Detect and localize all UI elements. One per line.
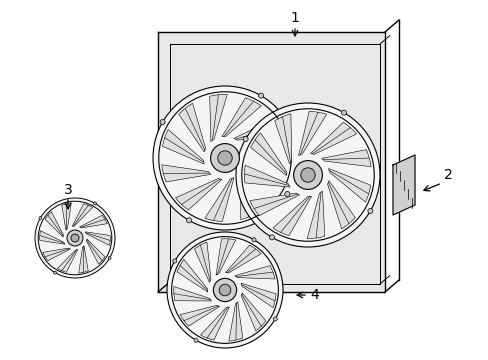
- Polygon shape: [274, 114, 291, 164]
- Polygon shape: [173, 287, 211, 301]
- Polygon shape: [228, 302, 242, 341]
- Ellipse shape: [71, 234, 79, 242]
- Polygon shape: [249, 193, 299, 216]
- Polygon shape: [177, 260, 207, 292]
- Ellipse shape: [219, 284, 230, 296]
- Ellipse shape: [160, 120, 165, 125]
- Text: 3: 3: [63, 183, 72, 197]
- Polygon shape: [209, 94, 227, 142]
- Polygon shape: [310, 122, 356, 154]
- Polygon shape: [321, 150, 370, 167]
- Polygon shape: [80, 215, 107, 228]
- Polygon shape: [244, 165, 289, 187]
- Ellipse shape: [341, 110, 346, 115]
- Ellipse shape: [213, 278, 236, 302]
- Polygon shape: [45, 212, 63, 237]
- Ellipse shape: [35, 198, 115, 278]
- Polygon shape: [85, 232, 110, 246]
- Polygon shape: [179, 103, 205, 152]
- Polygon shape: [86, 239, 105, 264]
- Text: 1: 1: [290, 11, 299, 25]
- Polygon shape: [72, 204, 92, 226]
- Polygon shape: [200, 307, 229, 340]
- Ellipse shape: [293, 161, 322, 189]
- Ellipse shape: [210, 144, 239, 172]
- Ellipse shape: [269, 235, 274, 240]
- Text: 4: 4: [310, 288, 319, 302]
- Ellipse shape: [54, 271, 56, 274]
- Polygon shape: [222, 98, 261, 136]
- Polygon shape: [243, 146, 288, 169]
- Polygon shape: [194, 242, 210, 282]
- Ellipse shape: [172, 259, 177, 263]
- Ellipse shape: [39, 217, 41, 219]
- Polygon shape: [328, 168, 370, 202]
- Ellipse shape: [236, 103, 379, 247]
- Polygon shape: [241, 283, 276, 308]
- Polygon shape: [162, 130, 204, 164]
- Polygon shape: [162, 165, 210, 182]
- Polygon shape: [40, 231, 64, 244]
- Polygon shape: [241, 293, 265, 331]
- Polygon shape: [272, 196, 311, 236]
- Polygon shape: [298, 112, 326, 156]
- Ellipse shape: [186, 218, 191, 223]
- Polygon shape: [327, 181, 354, 229]
- Ellipse shape: [284, 192, 289, 197]
- Ellipse shape: [153, 86, 296, 230]
- Ellipse shape: [251, 238, 256, 242]
- Polygon shape: [42, 248, 70, 261]
- Polygon shape: [79, 246, 88, 273]
- Ellipse shape: [243, 136, 247, 141]
- Polygon shape: [250, 133, 286, 176]
- Polygon shape: [180, 305, 219, 326]
- Ellipse shape: [300, 168, 315, 182]
- Ellipse shape: [217, 151, 232, 165]
- Polygon shape: [57, 250, 78, 272]
- Ellipse shape: [67, 230, 83, 246]
- Ellipse shape: [108, 257, 111, 260]
- Text: 2: 2: [443, 168, 451, 182]
- Polygon shape: [233, 118, 283, 140]
- Ellipse shape: [194, 338, 198, 342]
- Ellipse shape: [258, 93, 263, 98]
- Ellipse shape: [93, 202, 96, 205]
- Polygon shape: [175, 179, 222, 210]
- Polygon shape: [61, 203, 71, 230]
- Polygon shape: [204, 177, 233, 221]
- Polygon shape: [392, 155, 414, 215]
- Polygon shape: [306, 191, 324, 239]
- Polygon shape: [216, 239, 235, 275]
- Polygon shape: [225, 245, 261, 273]
- Ellipse shape: [167, 232, 283, 348]
- Ellipse shape: [273, 317, 277, 321]
- Polygon shape: [234, 266, 274, 279]
- Polygon shape: [158, 32, 384, 292]
- Polygon shape: [246, 158, 281, 201]
- Polygon shape: [240, 170, 257, 220]
- Ellipse shape: [367, 208, 372, 213]
